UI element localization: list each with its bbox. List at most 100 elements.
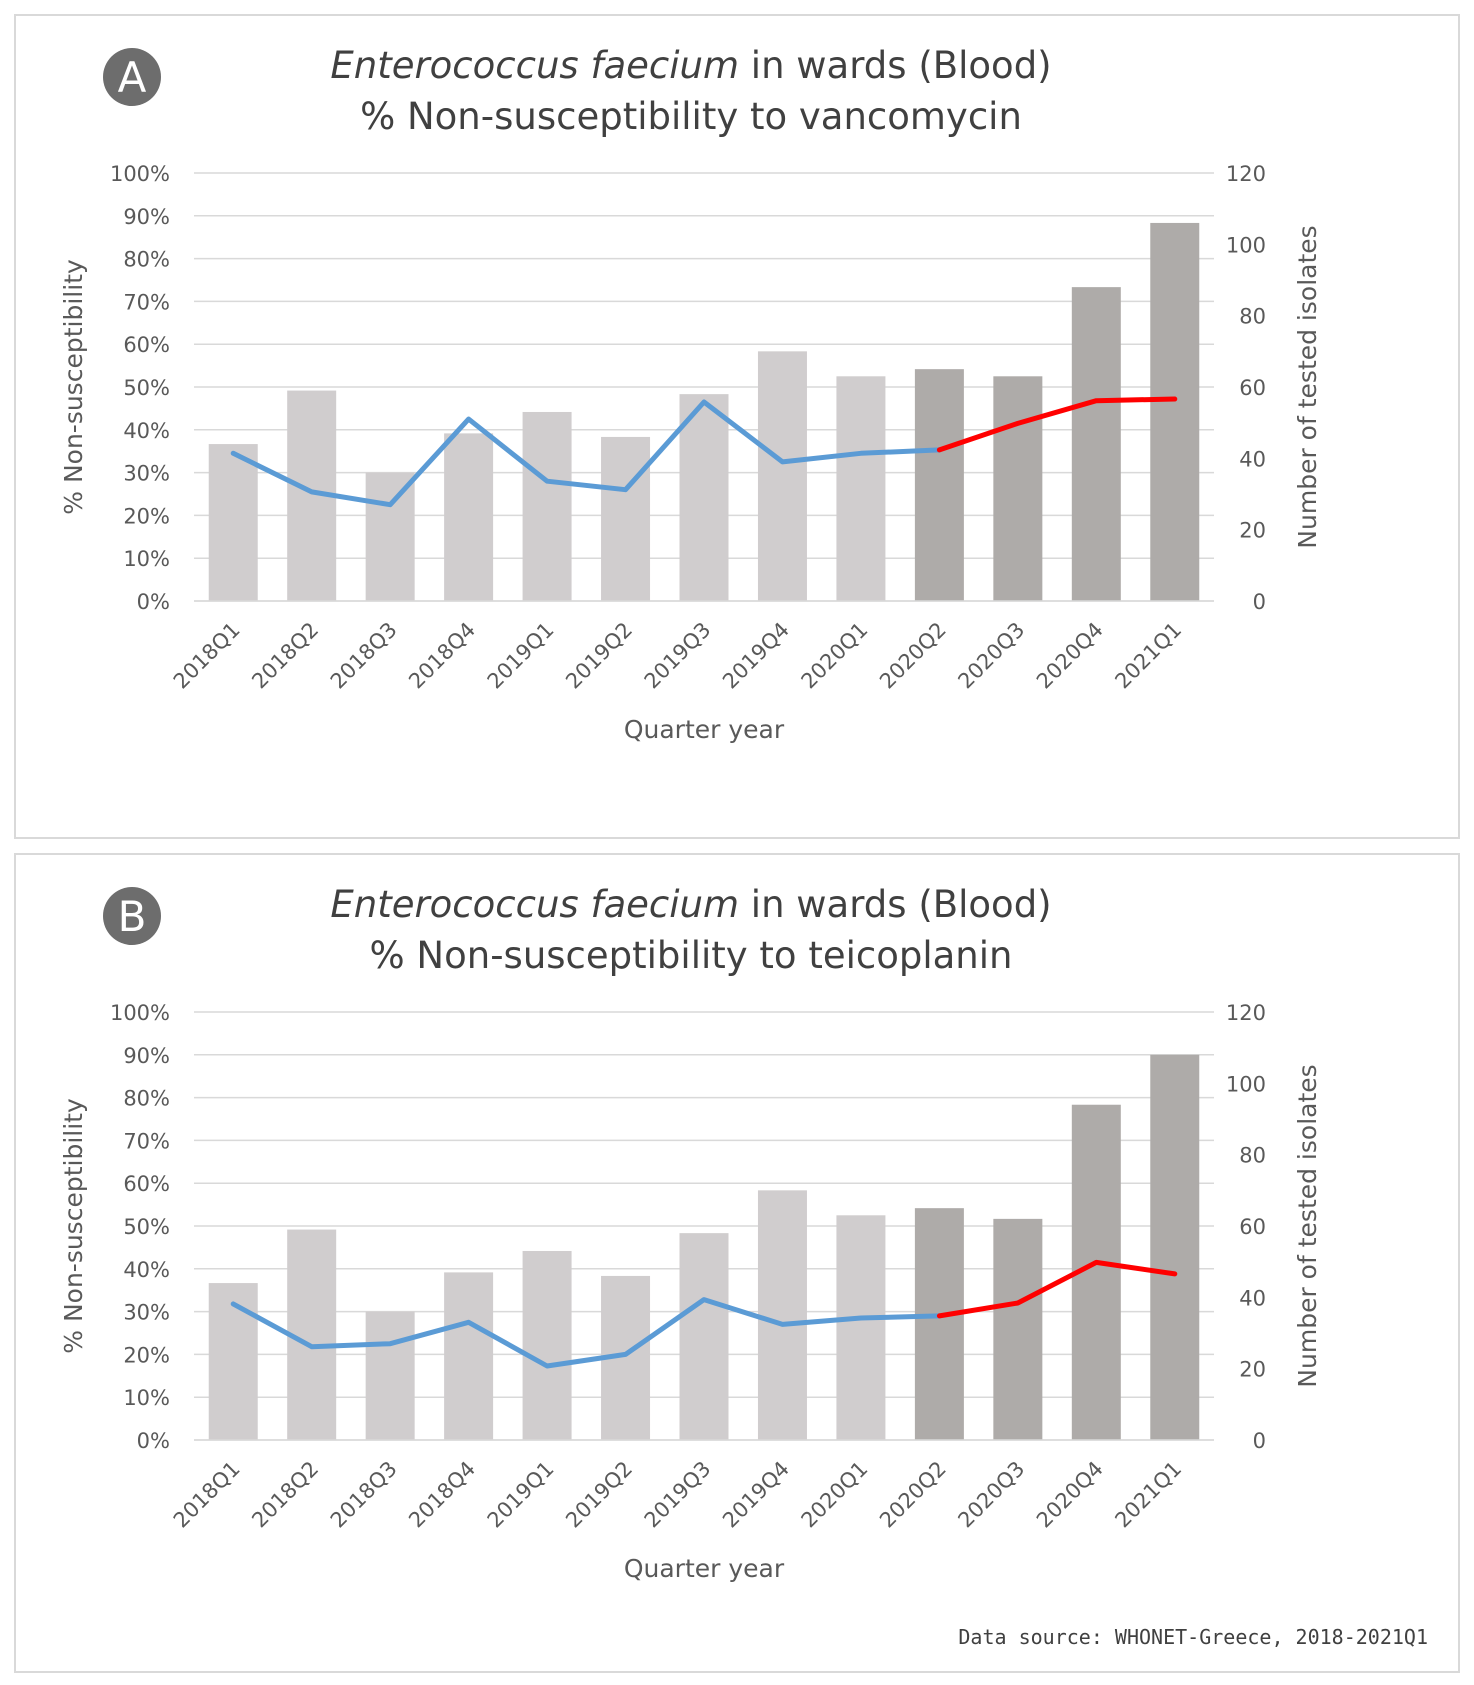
chart-title-rest: in wards (Blood) [739, 44, 1052, 87]
right-tick-label: 40 [1239, 447, 1266, 471]
panel-badge-label: A [118, 53, 147, 102]
left-axis-ticks: 0% 10% 20% 30% 40% 50% 60% 70% 80% 90% 100% [110, 162, 170, 614]
x-tick-label: 2021Q1 [1110, 1457, 1186, 1533]
bar-2020Q3 [993, 376, 1043, 601]
x-tick-label: 2020Q1 [797, 1457, 873, 1533]
x-tick-label: 2019Q2 [561, 618, 637, 694]
chart-panel-b: 0% 10% 20% 30% 40% 50% 60% 70% 80% 90% 100% 0 20 40 60… [14, 853, 1460, 1673]
bar-series [208, 222, 1200, 601]
right-tick-label: 80 [1239, 305, 1266, 329]
right-tick-label: 60 [1239, 376, 1266, 400]
chart-title-species: Enterococcus faecium [330, 44, 739, 87]
y-axis-left-title: % Non-susceptibility [59, 259, 88, 515]
x-tick-label: 2020Q3 [953, 618, 1029, 694]
bar-2020Q4 [1071, 287, 1121, 601]
x-tick-label: 2020Q4 [1032, 1457, 1108, 1533]
x-tick-label: 2019Q1 [483, 1457, 559, 1533]
chart-subtitle: % Non-susceptibility to teicoplanin [370, 934, 1013, 977]
line-series-blue [230, 1297, 942, 1369]
x-tick-label: 2019Q2 [561, 1457, 637, 1533]
panel-badge [103, 48, 161, 106]
chart-title-species: Enterococcus faecium [330, 883, 739, 926]
right-tick-label: 20 [1239, 1358, 1266, 1382]
left-tick-label: 40% [123, 1258, 170, 1282]
bar-2019Q3 [679, 1233, 729, 1440]
left-tick-label: 20% [123, 1343, 170, 1367]
chart-title-rest: in wards (Blood) [739, 883, 1052, 926]
left-tick-label: 80% [123, 1087, 170, 1111]
x-tick-label: 2018Q2 [247, 1457, 323, 1533]
x-tick-label: 2020Q2 [875, 618, 951, 694]
left-tick-label: 100% [110, 1001, 170, 1025]
bar-2018Q1 [208, 444, 258, 601]
line-series-red [936, 396, 1178, 453]
x-tick-label: 2018Q1 [169, 1457, 245, 1533]
bar-2019Q4 [757, 1190, 807, 1440]
bar-2021Q1 [1150, 222, 1200, 601]
x-tick-label: 2019Q3 [640, 1457, 716, 1533]
line-series-red [936, 1259, 1178, 1319]
left-tick-label: 80% [123, 248, 170, 272]
x-axis-categories: 2018Q1 2018Q2 2018Q3 2018Q4 2019Q1 2019Q2 2019… [169, 618, 1186, 694]
bar-2019Q1 [522, 1250, 572, 1440]
left-tick-label: 40% [123, 419, 170, 443]
panel-badge [103, 887, 161, 945]
x-tick-label: 2018Q1 [169, 618, 245, 694]
bar-2021Q1 [1150, 1054, 1200, 1440]
bar-2020Q2 [914, 369, 964, 601]
bar-2020Q1 [836, 1215, 886, 1440]
bar-2018Q3 [365, 1311, 415, 1440]
left-tick-label: 0% [137, 590, 170, 614]
x-tick-label: 2019Q1 [483, 618, 559, 694]
bar-2020Q3 [993, 1218, 1043, 1440]
bar-2020Q1 [836, 376, 886, 601]
y-axis-right-title: Number of tested isolates [1293, 1064, 1322, 1387]
left-tick-label: 30% [123, 1301, 170, 1325]
bar-2018Q4 [444, 433, 494, 601]
left-tick-label: 70% [123, 290, 170, 314]
bar-2019Q2 [601, 436, 651, 601]
left-tick-label: 90% [123, 205, 170, 229]
x-tick-label: 2021Q1 [1110, 618, 1186, 694]
left-tick-label: 10% [123, 1386, 170, 1410]
bar-2019Q1 [522, 411, 572, 601]
right-tick-label: 60 [1239, 1215, 1266, 1239]
panel-badge-label: B [118, 892, 147, 941]
bar-2020Q2 [914, 1208, 964, 1440]
left-tick-label: 50% [123, 376, 170, 400]
x-tick-label: 2020Q1 [797, 618, 873, 694]
right-tick-label: 0 [1253, 1429, 1266, 1453]
chart-title: Enterococcus faecium in wards (Blood) [330, 883, 1051, 926]
left-tick-label: 100% [110, 162, 170, 186]
left-tick-label: 0% [137, 1429, 170, 1453]
x-tick-label: 2018Q3 [326, 618, 402, 694]
x-axis-categories: 2018Q1 2018Q2 2018Q3 2018Q4 2019Q1 2019Q2 2019… [169, 1457, 1186, 1533]
left-tick-label: 10% [123, 547, 170, 571]
line-series-blue [230, 399, 942, 508]
x-tick-label: 2019Q4 [718, 618, 794, 694]
y-axis-left-title: % Non-susceptibility [59, 1098, 88, 1354]
bar-2018Q2 [287, 1229, 337, 1440]
right-axis-ticks: 0 20 40 60 80 100 120 [1226, 162, 1266, 614]
x-tick-label: 2020Q3 [953, 1457, 1029, 1533]
left-tick-label: 60% [123, 333, 170, 357]
left-tick-label: 50% [123, 1215, 170, 1239]
right-tick-label: 20 [1239, 519, 1266, 543]
data-source-note: Data source: WHONET-Greece, 2018-2021Q1 [958, 1625, 1428, 1649]
right-tick-label: 100 [1226, 233, 1266, 257]
right-tick-label: 120 [1226, 162, 1266, 186]
right-tick-label: 40 [1239, 1286, 1266, 1310]
x-tick-label: 2019Q4 [718, 1457, 794, 1533]
x-axis-title: Quarter year [624, 715, 785, 744]
x-tick-label: 2018Q4 [404, 1457, 480, 1533]
chart-a-svg: 0% 10% 20% 30% 40% 50% 60% 70% 80% 90% 100% 0 20 40 60… [59, 44, 1322, 744]
right-tick-label: 80 [1239, 1144, 1266, 1168]
chart-panel-a: 0% 10% 20% 30% 40% 50% 60% 70% 80% 90% 100% 0 20 40 60… [14, 14, 1460, 839]
left-axis-ticks: 0% 10% 20% 30% 40% 50% 60% 70% 80% 90% 100% [110, 1001, 170, 1453]
right-tick-label: 0 [1253, 590, 1266, 614]
right-tick-label: 100 [1226, 1072, 1266, 1096]
bar-2018Q1 [208, 1283, 258, 1440]
bar-2018Q3 [365, 472, 415, 601]
bar-series [208, 1054, 1200, 1440]
x-tick-label: 2019Q3 [640, 618, 716, 694]
